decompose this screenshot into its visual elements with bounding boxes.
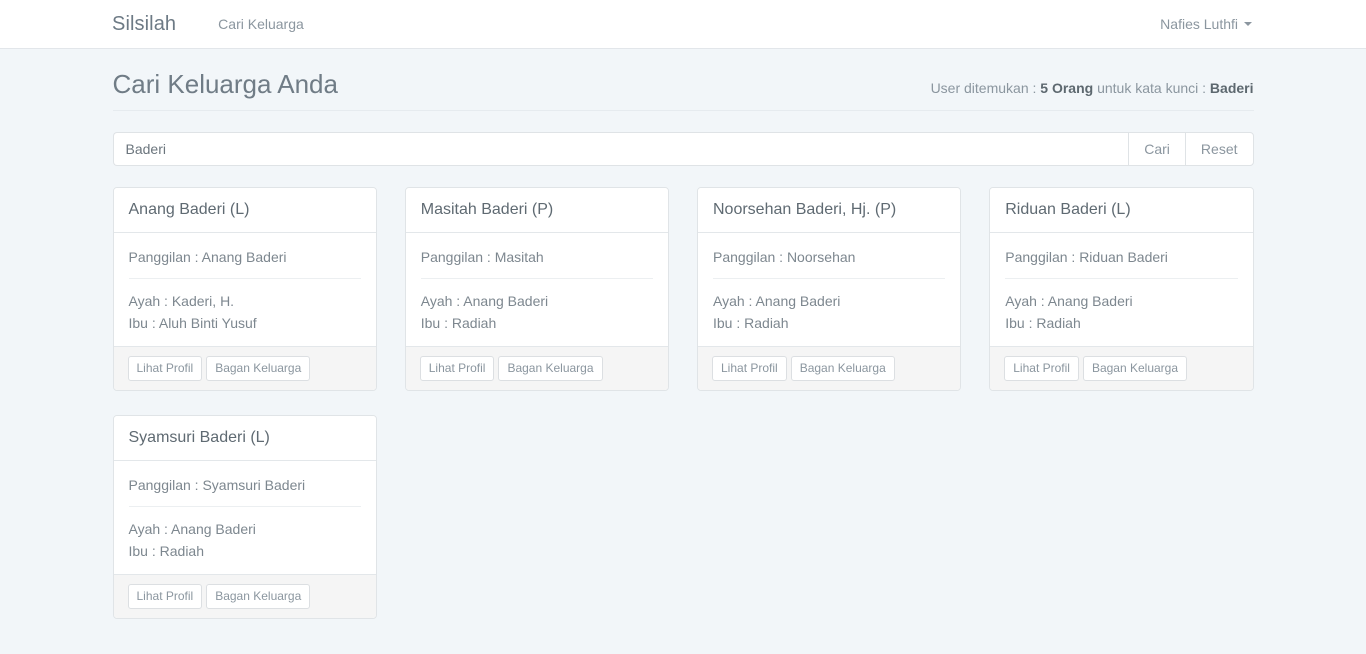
card-title: Noorsehan Baderi, Hj. (P) bbox=[713, 201, 897, 218]
search-input[interactable] bbox=[112, 132, 1129, 166]
family-chart-button[interactable]: Bagan Keluarga bbox=[1082, 356, 1188, 381]
card-mother: Ibu : Radiah bbox=[420, 315, 497, 331]
search-form: Cari Reset bbox=[112, 132, 1254, 166]
result-card-2: Noorsehan Baderi, Hj. (P) Panggilan : No… bbox=[683, 187, 975, 391]
view-profile-button[interactable]: Lihat Profil bbox=[1004, 356, 1079, 381]
card-mother: Ibu : Radiah bbox=[128, 543, 205, 559]
page-header: Cari Keluarga Anda User ditemukan : 5 Or… bbox=[112, 67, 1254, 111]
card-father: Ayah : Kaderi, H. bbox=[128, 293, 235, 309]
card-title: Masitah Baderi (P) bbox=[420, 201, 554, 218]
card-header: Riduan Baderi (L) bbox=[990, 188, 1253, 233]
card-body: Panggilan : Syamsuri Baderi Ayah : Anang… bbox=[113, 461, 376, 574]
card-nickname: Panggilan : Masitah bbox=[420, 247, 653, 279]
result-keyword: Baderi bbox=[1209, 80, 1254, 96]
card-parents: Ayah : Anang Baderi Ibu : Radiah bbox=[1005, 290, 1237, 334]
result-card-0: Anang Baderi (L) Panggilan : Anang Bader… bbox=[99, 187, 391, 391]
card-father: Ayah : Anang Baderi bbox=[128, 521, 256, 537]
user-menu[interactable]: Nafies Luthfi bbox=[1158, 10, 1254, 38]
view-profile-button[interactable]: Lihat Profil bbox=[127, 584, 203, 609]
card-parents: Ayah : Anang Baderi Ibu : Radiah bbox=[129, 518, 361, 562]
brand-logo[interactable]: Silsilah bbox=[112, 12, 177, 35]
card-nickname: Panggilan : Syamsuri Baderi bbox=[128, 475, 361, 507]
card-header: Masitah Baderi (P) bbox=[405, 188, 668, 233]
result-middle: untuk kata kunci : bbox=[1093, 80, 1210, 96]
navbar-right: Nafies Luthfi bbox=[1158, 10, 1366, 38]
card-title: Syamsuri Baderi (L) bbox=[128, 429, 270, 446]
card-title: Riduan Baderi (L) bbox=[1005, 201, 1131, 218]
results-grid: Anang Baderi (L) Panggilan : Anang Bader… bbox=[99, 187, 1268, 643]
card-body: Panggilan : Riduan Baderi Ayah : Anang B… bbox=[990, 233, 1253, 346]
card-father: Ayah : Anang Baderi bbox=[420, 293, 549, 309]
card: Syamsuri Baderi (L) Panggilan : Syamsuri… bbox=[112, 415, 377, 619]
result-prefix: User ditemukan : bbox=[930, 80, 1041, 96]
search-reset-button[interactable]: Reset bbox=[1184, 132, 1254, 166]
family-chart-button[interactable]: Bagan Keluarga bbox=[790, 356, 895, 381]
card: Masitah Baderi (P) Panggilan : Masitah A… bbox=[404, 187, 669, 391]
card-footer: Lihat Profil Bagan Keluarga bbox=[113, 346, 376, 390]
card-footer: Lihat Profil Bagan Keluarga bbox=[405, 346, 668, 390]
nav-link-cari-keluarga[interactable]: Cari Keluarga bbox=[218, 16, 304, 32]
card-parents: Ayah : Kaderi, H. Ibu : Aluh Binti Yusuf bbox=[129, 290, 361, 334]
view-profile-button[interactable]: Lihat Profil bbox=[419, 356, 495, 381]
card-title: Anang Baderi (L) bbox=[128, 201, 250, 218]
card-father: Ayah : Anang Baderi bbox=[1005, 293, 1133, 309]
card-header: Syamsuri Baderi (L) bbox=[113, 416, 376, 461]
card-nickname: Panggilan : Noorsehan bbox=[713, 247, 946, 279]
nav-links: Cari Keluarga bbox=[208, 10, 314, 38]
card-header: Anang Baderi (L) bbox=[113, 188, 376, 233]
result-count: 5 Orang bbox=[1040, 80, 1094, 96]
result-summary: User ditemukan : 5 Orang untuk kata kunc… bbox=[931, 78, 1254, 98]
card: Anang Baderi (L) Panggilan : Anang Bader… bbox=[112, 187, 377, 391]
user-menu-label: Nafies Luthfi bbox=[1160, 16, 1238, 32]
card-header: Noorsehan Baderi, Hj. (P) bbox=[698, 188, 961, 233]
card-parents: Ayah : Anang Baderi Ibu : Radiah bbox=[421, 290, 653, 334]
card: Riduan Baderi (L) Panggilan : Riduan Bad… bbox=[989, 187, 1254, 391]
view-profile-button[interactable]: Lihat Profil bbox=[712, 356, 787, 381]
page-title: Cari Keluarga Anda bbox=[112, 69, 338, 99]
result-card-4: Syamsuri Baderi (L) Panggilan : Syamsuri… bbox=[99, 415, 391, 619]
view-profile-button[interactable]: Lihat Profil bbox=[127, 356, 203, 381]
card-father: Ayah : Anang Baderi bbox=[713, 293, 841, 309]
card-footer: Lihat Profil Bagan Keluarga bbox=[113, 574, 376, 618]
card-nickname: Panggilan : Riduan Baderi bbox=[1005, 247, 1238, 279]
card-footer: Lihat Profil Bagan Keluarga bbox=[990, 346, 1253, 390]
card: Noorsehan Baderi, Hj. (P) Panggilan : No… bbox=[697, 187, 962, 391]
card-parents: Ayah : Anang Baderi Ibu : Radiah bbox=[713, 290, 945, 334]
family-chart-button[interactable]: Bagan Keluarga bbox=[498, 356, 603, 381]
card-body: Panggilan : Noorsehan Ayah : Anang Bader… bbox=[698, 233, 961, 346]
main-container: Cari Keluarga Anda User ditemukan : 5 Or… bbox=[112, 49, 1254, 643]
caret-down-icon bbox=[1244, 22, 1252, 26]
card-nickname: Panggilan : Anang Baderi bbox=[128, 247, 361, 279]
result-card-1: Masitah Baderi (P) Panggilan : Masitah A… bbox=[391, 187, 683, 391]
card-mother: Ibu : Radiah bbox=[1005, 315, 1081, 331]
card-body: Panggilan : Masitah Ayah : Anang Baderi … bbox=[405, 233, 668, 346]
card-footer: Lihat Profil Bagan Keluarga bbox=[698, 346, 961, 390]
family-chart-button[interactable]: Bagan Keluarga bbox=[206, 584, 311, 609]
result-card-3: Riduan Baderi (L) Panggilan : Riduan Bad… bbox=[975, 187, 1267, 391]
card-mother: Ibu : Aluh Binti Yusuf bbox=[128, 315, 257, 331]
card-body: Panggilan : Anang Baderi Ayah : Kaderi, … bbox=[113, 233, 376, 346]
card-mother: Ibu : Radiah bbox=[713, 315, 789, 331]
search-submit-button[interactable]: Cari bbox=[1128, 132, 1185, 166]
family-chart-button[interactable]: Bagan Keluarga bbox=[206, 356, 311, 381]
navbar: Silsilah Cari Keluarga Nafies Luthfi bbox=[0, 0, 1366, 49]
